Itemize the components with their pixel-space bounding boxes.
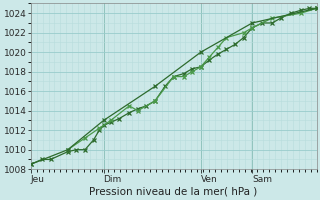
X-axis label: Pression niveau de la mer( hPa ): Pression niveau de la mer( hPa ) [90,187,258,197]
